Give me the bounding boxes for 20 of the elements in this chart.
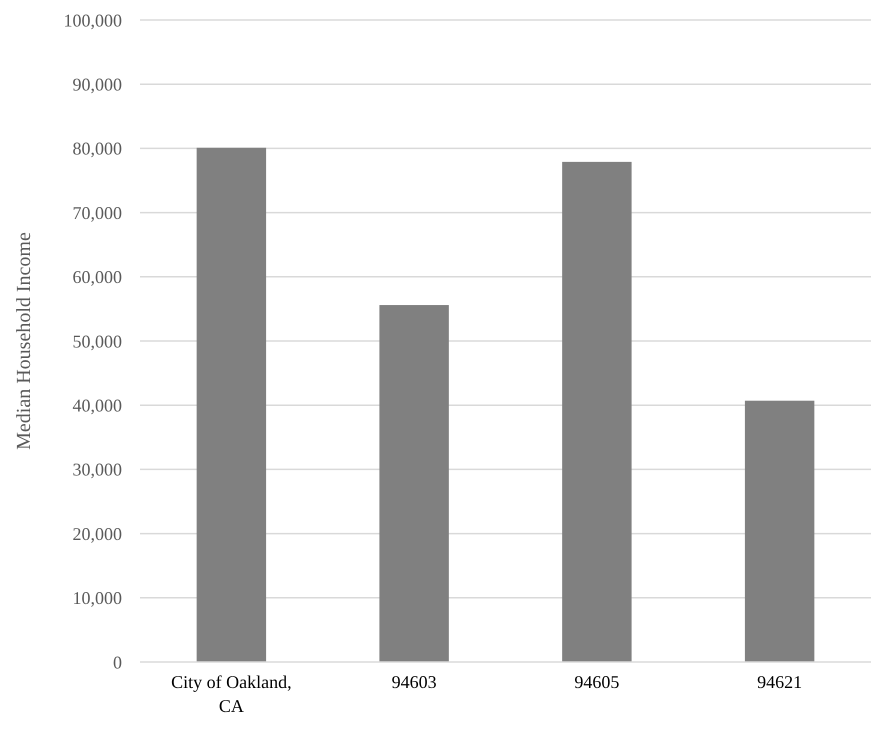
- y-tick-label: 90,000: [72, 74, 122, 94]
- bar: [196, 148, 266, 662]
- y-tick-label: 10,000: [72, 588, 122, 608]
- y-tick-label: 50,000: [72, 331, 122, 352]
- bar: [379, 305, 449, 662]
- y-tick-label: 80,000: [72, 138, 122, 159]
- x-tick-label: 94603: [392, 672, 437, 692]
- y-tick-label: 70,000: [72, 202, 122, 223]
- y-tick-label: 30,000: [72, 460, 122, 480]
- y-tick-label: 60,000: [72, 267, 122, 288]
- x-tick-label: 94621: [757, 672, 802, 692]
- x-tick-label: 94605: [574, 672, 620, 692]
- bar: [744, 400, 814, 662]
- y-tick-label: 40,000: [72, 396, 122, 416]
- y-tick-label: 0: [113, 652, 122, 672]
- y-axis-title: Median Household Income: [13, 232, 35, 450]
- y-tick-label: 100,000: [64, 10, 122, 30]
- bar: [562, 162, 632, 662]
- x-tick-label: City of Oakland, CA: [171, 672, 292, 716]
- y-tick-label: 20,000: [72, 524, 122, 544]
